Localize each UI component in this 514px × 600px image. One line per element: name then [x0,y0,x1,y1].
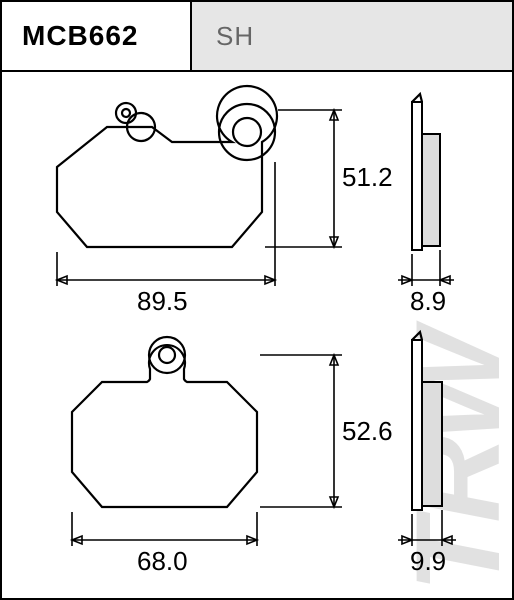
dim-pad-b-height [260,355,342,507]
label-pad-b-width: 68.0 [137,546,188,577]
label-pad-a-width: 89.5 [137,286,188,317]
label-pad-a-height: 51.2 [342,162,393,193]
type-code: SH [216,21,254,52]
pad-b-side [412,332,442,510]
dim-pad-a-thick [398,250,454,286]
pad-b-front [72,337,257,507]
dim-pad-a-width [57,162,275,286]
header-row: MCB662 SH [2,2,512,72]
dim-pad-b-thick [398,510,456,546]
dim-pad-a-height [265,110,342,247]
content-area: TRW [2,72,512,598]
drawing-svg [2,72,512,598]
part-number: MCB662 [22,20,138,52]
part-number-cell: MCB662 [2,2,192,70]
pad-a-side [412,94,440,250]
label-pad-b-height: 52.6 [342,416,393,447]
label-pad-a-thick: 8.9 [410,286,446,317]
type-code-cell: SH [192,2,512,70]
label-pad-b-thick: 9.9 [410,546,446,577]
pad-a-front [57,86,277,247]
diagram-frame: MCB662 SH TRW [0,0,514,600]
dim-pad-b-width [72,512,257,546]
